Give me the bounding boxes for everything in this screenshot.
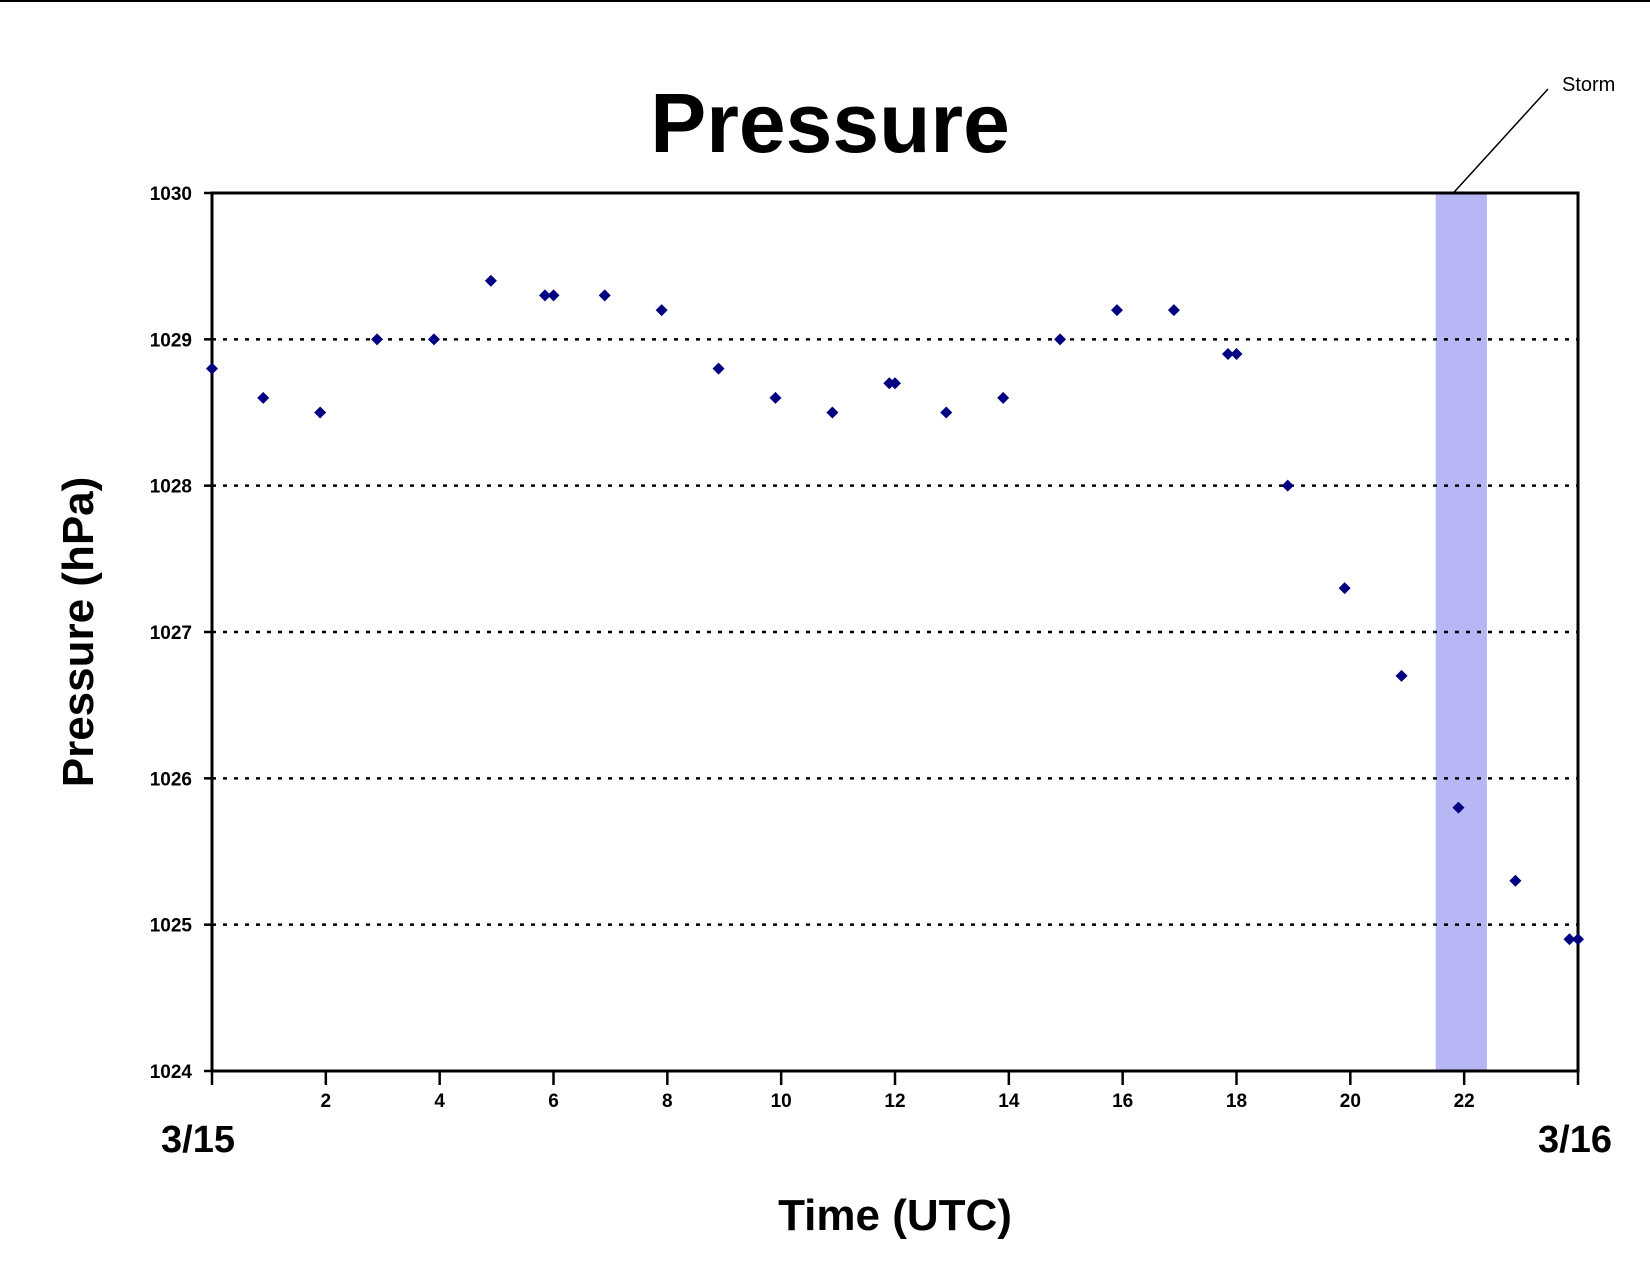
chart-title: Pressure bbox=[650, 76, 1010, 170]
x-tick-label: 18 bbox=[1226, 1091, 1247, 1112]
data-point bbox=[427, 333, 440, 346]
date-label-start: 3/15 bbox=[161, 1119, 235, 1161]
data-point bbox=[206, 362, 218, 375]
y-axis-label: Pressure (hPa) bbox=[54, 477, 103, 788]
x-tick-label: 12 bbox=[884, 1091, 905, 1112]
data-point bbox=[1395, 669, 1408, 682]
data-point bbox=[1167, 304, 1180, 317]
data-point bbox=[769, 391, 782, 404]
y-tick-label: 1030 bbox=[150, 184, 192, 205]
data-point bbox=[826, 406, 839, 419]
data-points bbox=[206, 274, 1584, 946]
data-point bbox=[712, 362, 725, 375]
storm-annotation-label: Storm bbox=[1562, 74, 1615, 96]
x-tick-label: 4 bbox=[434, 1091, 445, 1112]
x-tick-label: 16 bbox=[1112, 1091, 1133, 1112]
data-point bbox=[538, 289, 551, 302]
date-label-end: 3/16 bbox=[1538, 1119, 1612, 1161]
data-point bbox=[1338, 582, 1351, 595]
data-point bbox=[1230, 347, 1243, 360]
x-tick-label: 20 bbox=[1340, 1091, 1361, 1112]
storm-annotation-leader bbox=[1452, 88, 1549, 194]
data-point bbox=[1452, 801, 1465, 814]
data-point bbox=[1281, 479, 1294, 492]
data-point bbox=[1509, 874, 1522, 887]
x-tick-label: 8 bbox=[662, 1091, 673, 1112]
data-point bbox=[1054, 333, 1067, 346]
data-point bbox=[1221, 347, 1234, 360]
y-tick-label: 1024 bbox=[150, 1062, 193, 1083]
x-axis-ticks: 2 4 6 8 10 12 14 16 18 20 22 bbox=[210, 1071, 1580, 1112]
data-point bbox=[314, 406, 327, 419]
y-tick-label: 1025 bbox=[150, 916, 193, 937]
x-tick-label: 10 bbox=[771, 1091, 792, 1112]
data-point bbox=[484, 274, 497, 287]
data-point bbox=[598, 289, 611, 302]
data-point bbox=[547, 289, 560, 302]
x-tick-label: 22 bbox=[1454, 1091, 1475, 1112]
y-tick-label: 1027 bbox=[150, 623, 192, 644]
y-tick-label: 1026 bbox=[150, 769, 192, 790]
data-point bbox=[889, 377, 901, 390]
data-point bbox=[940, 406, 953, 419]
data-point bbox=[257, 391, 270, 404]
gridlines bbox=[212, 338, 1578, 926]
y-axis-ticks: 1024 1025 1026 1027 1028 1029 1030 bbox=[150, 184, 212, 1083]
x-tick-label: 2 bbox=[321, 1091, 332, 1112]
data-point bbox=[655, 304, 668, 317]
x-tick-label: 14 bbox=[998, 1091, 1020, 1112]
y-tick-label: 1029 bbox=[150, 330, 192, 351]
data-point bbox=[997, 391, 1010, 404]
data-point bbox=[371, 333, 384, 346]
data-point bbox=[1563, 933, 1576, 946]
data-point bbox=[1110, 304, 1123, 317]
x-axis-label: Time (UTC) bbox=[778, 1191, 1012, 1240]
x-tick-label: 6 bbox=[548, 1091, 559, 1112]
data-point bbox=[1572, 933, 1584, 946]
y-tick-label: 1028 bbox=[150, 477, 192, 498]
